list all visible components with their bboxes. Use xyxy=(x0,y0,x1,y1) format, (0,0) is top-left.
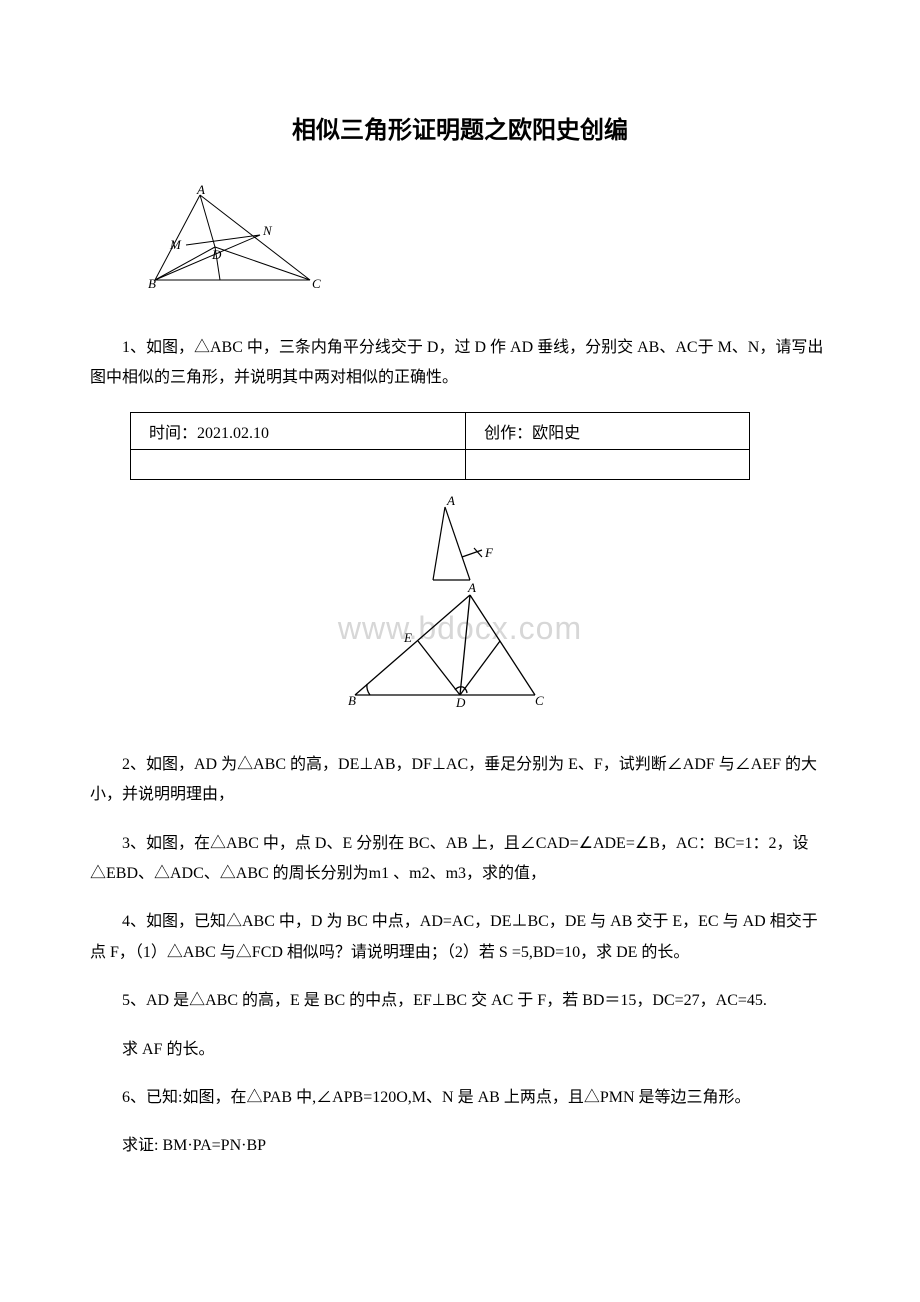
figure1-label-B: B xyxy=(148,276,156,291)
table-cell xyxy=(131,449,466,479)
table-row xyxy=(131,449,750,479)
figure2-label-B: B xyxy=(348,693,356,708)
table-cell: 创作：欧阳史 xyxy=(466,412,750,449)
figure2: www.bdocx.com A F A B C D E xyxy=(90,495,830,715)
figure2-label-F: F xyxy=(484,545,494,560)
figure1-label-A: A xyxy=(196,185,205,197)
question-6b: 求证: BM·PA=PN·BP xyxy=(90,1131,830,1161)
figure1: A B C D M N xyxy=(130,185,830,298)
question-3: 3、如图，在△ABC 中，点 D、E 分别在 BC、AB 上，且∠CAD=∠AD… xyxy=(90,829,830,890)
table-cell: 时间：2021.02.10 xyxy=(131,412,466,449)
figure2-label-D: D xyxy=(455,695,466,710)
page-title: 相似三角形证明题之欧阳史创编 xyxy=(90,110,830,145)
table-row: 时间：2021.02.10 创作：欧阳史 xyxy=(131,412,750,449)
question-6: 6、已知:如图，在△PAB 中,∠APB=120O,M、N 是 AB 上两点，且… xyxy=(90,1083,830,1113)
figure2-label-C: C xyxy=(535,693,544,708)
table-cell xyxy=(466,449,750,479)
question-4: 4、如图，已知△ABC 中，D 为 BC 中点，AD=AC，DE⊥BC，DE 与… xyxy=(90,907,830,968)
figure2-label-A: A xyxy=(467,580,476,595)
question-5: 5、AD 是△ABC 的高，E 是 BC 的中点，EF⊥BC 交 AC 于 F，… xyxy=(90,986,830,1016)
figure1-label-C: C xyxy=(312,276,321,291)
info-table: 时间：2021.02.10 创作：欧阳史 xyxy=(130,412,750,480)
figure1-label-N: N xyxy=(262,223,273,238)
figure2-label-A-top: A xyxy=(446,495,455,508)
question-1: 1、如图，△ABC 中，三条内角平分线交于 D，过 D 作 AD 垂线，分别交 … xyxy=(90,333,830,394)
figure1-label-D: D xyxy=(211,247,222,262)
question-2: 2、如图，AD 为△ABC 的高，DE⊥AB，DF⊥AC，垂足分别为 E、F，试… xyxy=(90,750,830,811)
figure2-label-E: E xyxy=(403,630,412,645)
question-5b: 求 AF 的长。 xyxy=(90,1035,830,1065)
figure1-label-M: M xyxy=(169,237,182,252)
